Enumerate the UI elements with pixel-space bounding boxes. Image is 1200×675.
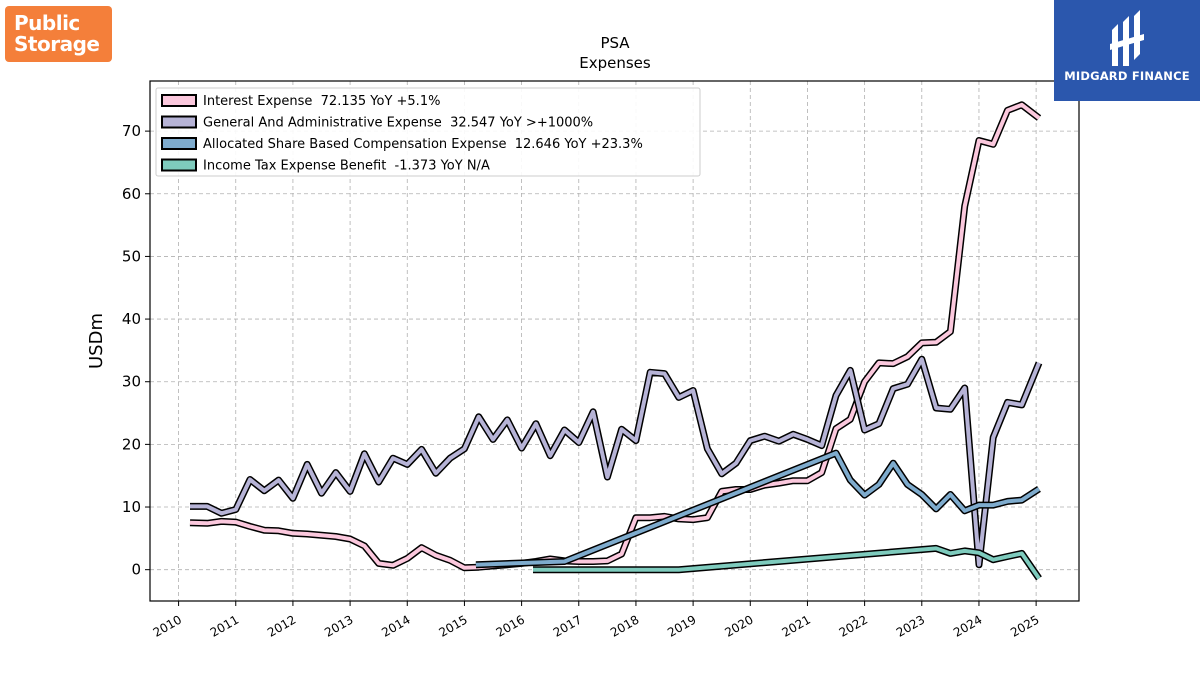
y-tick-label: 20 — [122, 435, 141, 453]
series-line-2 — [475, 451, 1041, 567]
logo-left-line1: Public — [14, 11, 80, 35]
midgard-mark-icon — [1110, 10, 1144, 66]
chart-title: PSA — [600, 34, 630, 52]
plot-frame — [149, 80, 1080, 602]
y-tick-label: 30 — [122, 373, 141, 391]
legend-label-2: Allocated Share Based Compensation Expen… — [203, 137, 643, 152]
y-tick-label: 50 — [122, 247, 141, 265]
y-tick-label: 70 — [122, 122, 141, 140]
x-tick-label: 2021 — [779, 612, 812, 639]
y-axis: 0 10 20 30 40 50 60 70 — [122, 122, 150, 579]
y-tick-label: 40 — [122, 310, 141, 328]
x-tick-label: 2022 — [837, 612, 870, 639]
logo-left-line2: Storage — [14, 32, 100, 56]
y-tick-label: 10 — [122, 498, 141, 516]
legend-label-1: General And Administrative Expense 32.54… — [203, 116, 593, 131]
public-storage-logo: Public Storage — [5, 6, 112, 62]
x-tick-label: 2010 — [151, 612, 184, 639]
x-tick-label: 2017 — [551, 612, 584, 639]
x-tick-label: 2020 — [722, 612, 755, 639]
x-tick-label: 2012 — [265, 612, 298, 639]
x-tick-label: 2025 — [1008, 612, 1041, 639]
chart-subtitle: Expenses — [579, 54, 651, 72]
x-tick-label: 2019 — [665, 612, 698, 639]
y-tick-label: 0 — [131, 561, 141, 579]
x-tick-label: 2014 — [379, 612, 412, 639]
series-outline-2 — [475, 449, 1041, 569]
y-axis-label: USDm — [86, 313, 107, 369]
y-tick-label: 60 — [122, 185, 141, 203]
x-tick-label: 2011 — [208, 612, 241, 639]
x-tick-label: 2018 — [608, 612, 641, 639]
series-line-3 — [533, 546, 1041, 580]
legend: Interest Expense 72.135 YoY +5.1% General… — [155, 87, 701, 177]
x-tick-label: 2023 — [894, 612, 927, 639]
legend-box — [155, 87, 701, 177]
legend-swatch-2 — [161, 137, 197, 150]
x-axis: 2010 2011 2012 2013 2014 2015 2016 2017 2018 2019… — [151, 601, 1042, 640]
x-tick-label: 2015 — [436, 612, 469, 639]
x-tick-label: 2013 — [322, 612, 355, 639]
legend-label-0: Interest Expense 72.135 YoY +5.1% — [203, 94, 440, 109]
x-tick-label: 2024 — [951, 612, 984, 639]
legend-swatch-0 — [161, 94, 197, 107]
series-line-0 — [189, 102, 1041, 570]
legend-swatch-1 — [161, 115, 197, 129]
series-line-1 — [190, 357, 1041, 567]
midgard-finance-logo: MIDGARD FINANCE — [1054, 0, 1200, 101]
legend-label-3: Income Tax Expense Benefit -1.373 YoY N/… — [203, 159, 490, 174]
x-tick-label: 2016 — [494, 612, 527, 639]
legend-swatch-3 — [161, 158, 197, 172]
logo-right-text: MIDGARD FINANCE — [1064, 69, 1190, 83]
series-lines — [189, 101, 1043, 581]
